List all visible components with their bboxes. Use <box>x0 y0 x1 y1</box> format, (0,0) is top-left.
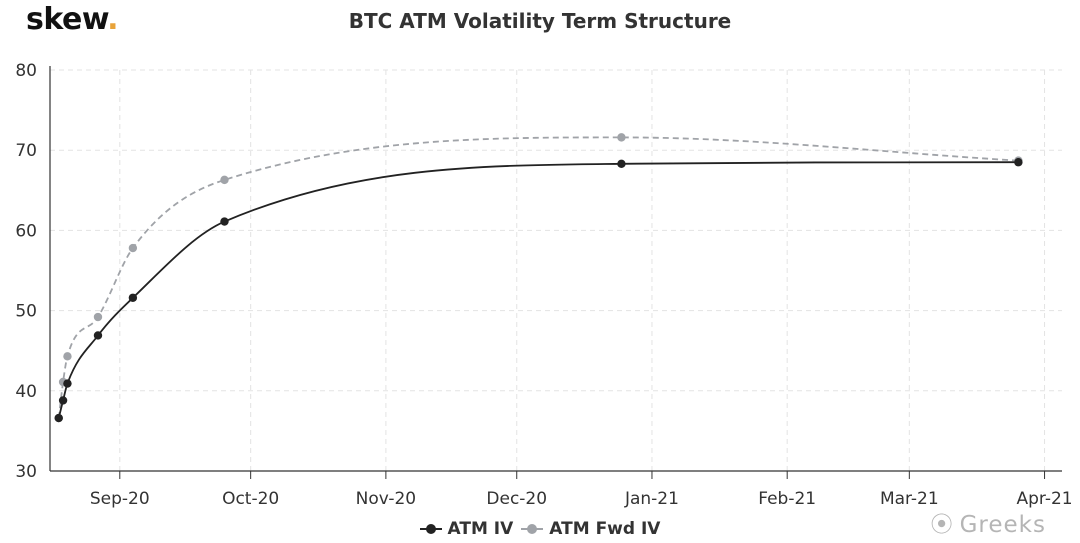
data-point-atm-iv <box>63 379 72 388</box>
series-line-atm-fwd-iv <box>57 136 1019 419</box>
x-tick-label: Mar-21 <box>880 489 939 509</box>
data-point-atm-fwd-iv <box>63 352 72 361</box>
data-point-atm-iv <box>93 331 103 340</box>
x-tick-label: Jan-21 <box>624 489 679 509</box>
legend-label-atm-fwd-iv: ATM Fwd IV <box>549 519 661 539</box>
watermark-text: Greeks <box>959 512 1046 538</box>
data-point-atm-iv <box>617 159 626 169</box>
x-tick-label: Dec-20 <box>486 489 547 509</box>
y-tick-label: 70 <box>15 141 37 161</box>
y-tick-label: 30 <box>15 462 37 482</box>
legend-swatch-dot <box>425 524 436 534</box>
data-point-atm-fwd-iv <box>617 133 626 142</box>
axis-layer: 30 40 50 60 70 80 Sep-20 Oct-20 Nov-20 Dec-20 Jan-… <box>15 61 1072 509</box>
grid-layer <box>50 69 1062 471</box>
x-tick-label: Nov-20 <box>356 489 417 509</box>
data-point-atm-iv <box>1014 158 1023 167</box>
series-layer <box>54 133 1023 423</box>
watermark: ⦿ Greeks <box>931 507 1046 539</box>
data-point-atm-fwd-iv <box>93 312 103 322</box>
x-tick-label: Apr-21 <box>1017 489 1073 509</box>
legend-item-atm-iv[interactable]: ATM IV <box>419 519 514 539</box>
data-point-atm-iv <box>128 293 138 302</box>
skew-logo: skew. <box>26 2 119 37</box>
y-tick-label: 60 <box>15 221 37 241</box>
x-tick-label: Sep-20 <box>90 489 150 509</box>
legend-swatch-atm-iv <box>419 523 442 535</box>
x-tick-label: Oct-20 <box>222 489 279 509</box>
chart-title: BTC ATM Volatility Term Structure <box>348 9 732 33</box>
logo-text: skew <box>26 2 108 37</box>
data-point-atm-fwd-iv <box>128 243 138 253</box>
legend-item-atm-fwd-iv[interactable]: ATM Fwd IV <box>521 519 660 539</box>
y-tick-label: 40 <box>15 382 37 402</box>
legend-label-atm-iv: ATM IV <box>447 519 514 539</box>
legend-swatch-atm-fwd-iv <box>521 523 544 535</box>
legend-swatch-dot <box>527 524 538 534</box>
chart-legend: ATM IV ATM Fwd IV <box>0 519 1080 540</box>
y-tick-label: 50 <box>15 302 37 322</box>
y-tick-label: 80 <box>15 61 37 81</box>
data-point-atm-iv <box>58 396 68 405</box>
series-line-atm-iv <box>57 161 1019 419</box>
data-point-atm-fwd-iv <box>220 175 229 185</box>
data-point-atm-iv <box>54 413 63 423</box>
wechat-icon: ⦿ <box>930 513 954 538</box>
logo-dot: . <box>107 2 119 37</box>
data-point-atm-iv <box>220 217 229 226</box>
x-tick-label: Feb-21 <box>758 489 816 509</box>
